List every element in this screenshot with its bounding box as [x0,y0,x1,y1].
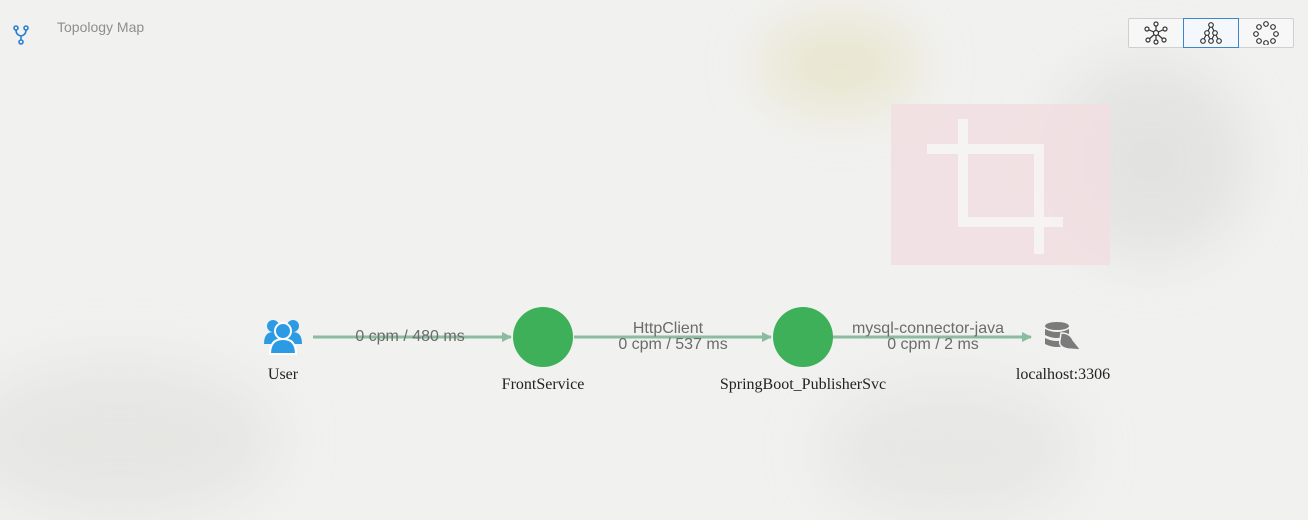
node-springboot-publishersvc[interactable] [773,307,833,367]
node-label-publishersvc: SpringBoot_PublisherSvc [719,376,887,393]
node-localhost-3306[interactable] [1045,322,1083,351]
force-layout-icon [1200,22,1222,44]
circle-layout-button[interactable] [1238,18,1294,48]
topology-branch-icon [13,25,29,45]
edge-component-label: HttpClient [632,320,704,337]
node-label-frontservice: FrontService [501,376,585,393]
node-user[interactable] [264,320,302,355]
background-overlay-card [891,104,1110,265]
edge-component-label: mysql-connector-java [851,320,1005,337]
hierarchy-layout-icon [1144,21,1168,45]
hierarchy-layout-button[interactable] [1128,18,1184,48]
edge-metrics-label: 0 cpm / 480 ms [355,328,465,345]
page-title: Topology Map [57,19,145,35]
force-layout-button[interactable] [1183,18,1239,48]
background-blur [0,360,280,520]
layout-switcher [1128,18,1294,48]
node-label-database: localhost:3306 [1015,366,1111,383]
background-blur [820,380,1080,520]
node-frontservice[interactable] [513,307,573,367]
crop-icon [927,119,1063,254]
database-icon [1045,322,1083,351]
background-blur [760,20,920,110]
users-icon [264,320,302,355]
edge-metrics-label: 0 cpm / 537 ms [618,336,728,353]
circle-layout-icon [1253,21,1279,45]
node-label-user: User [267,366,299,383]
edge-metrics-label: 0 cpm / 2 ms [887,336,979,353]
